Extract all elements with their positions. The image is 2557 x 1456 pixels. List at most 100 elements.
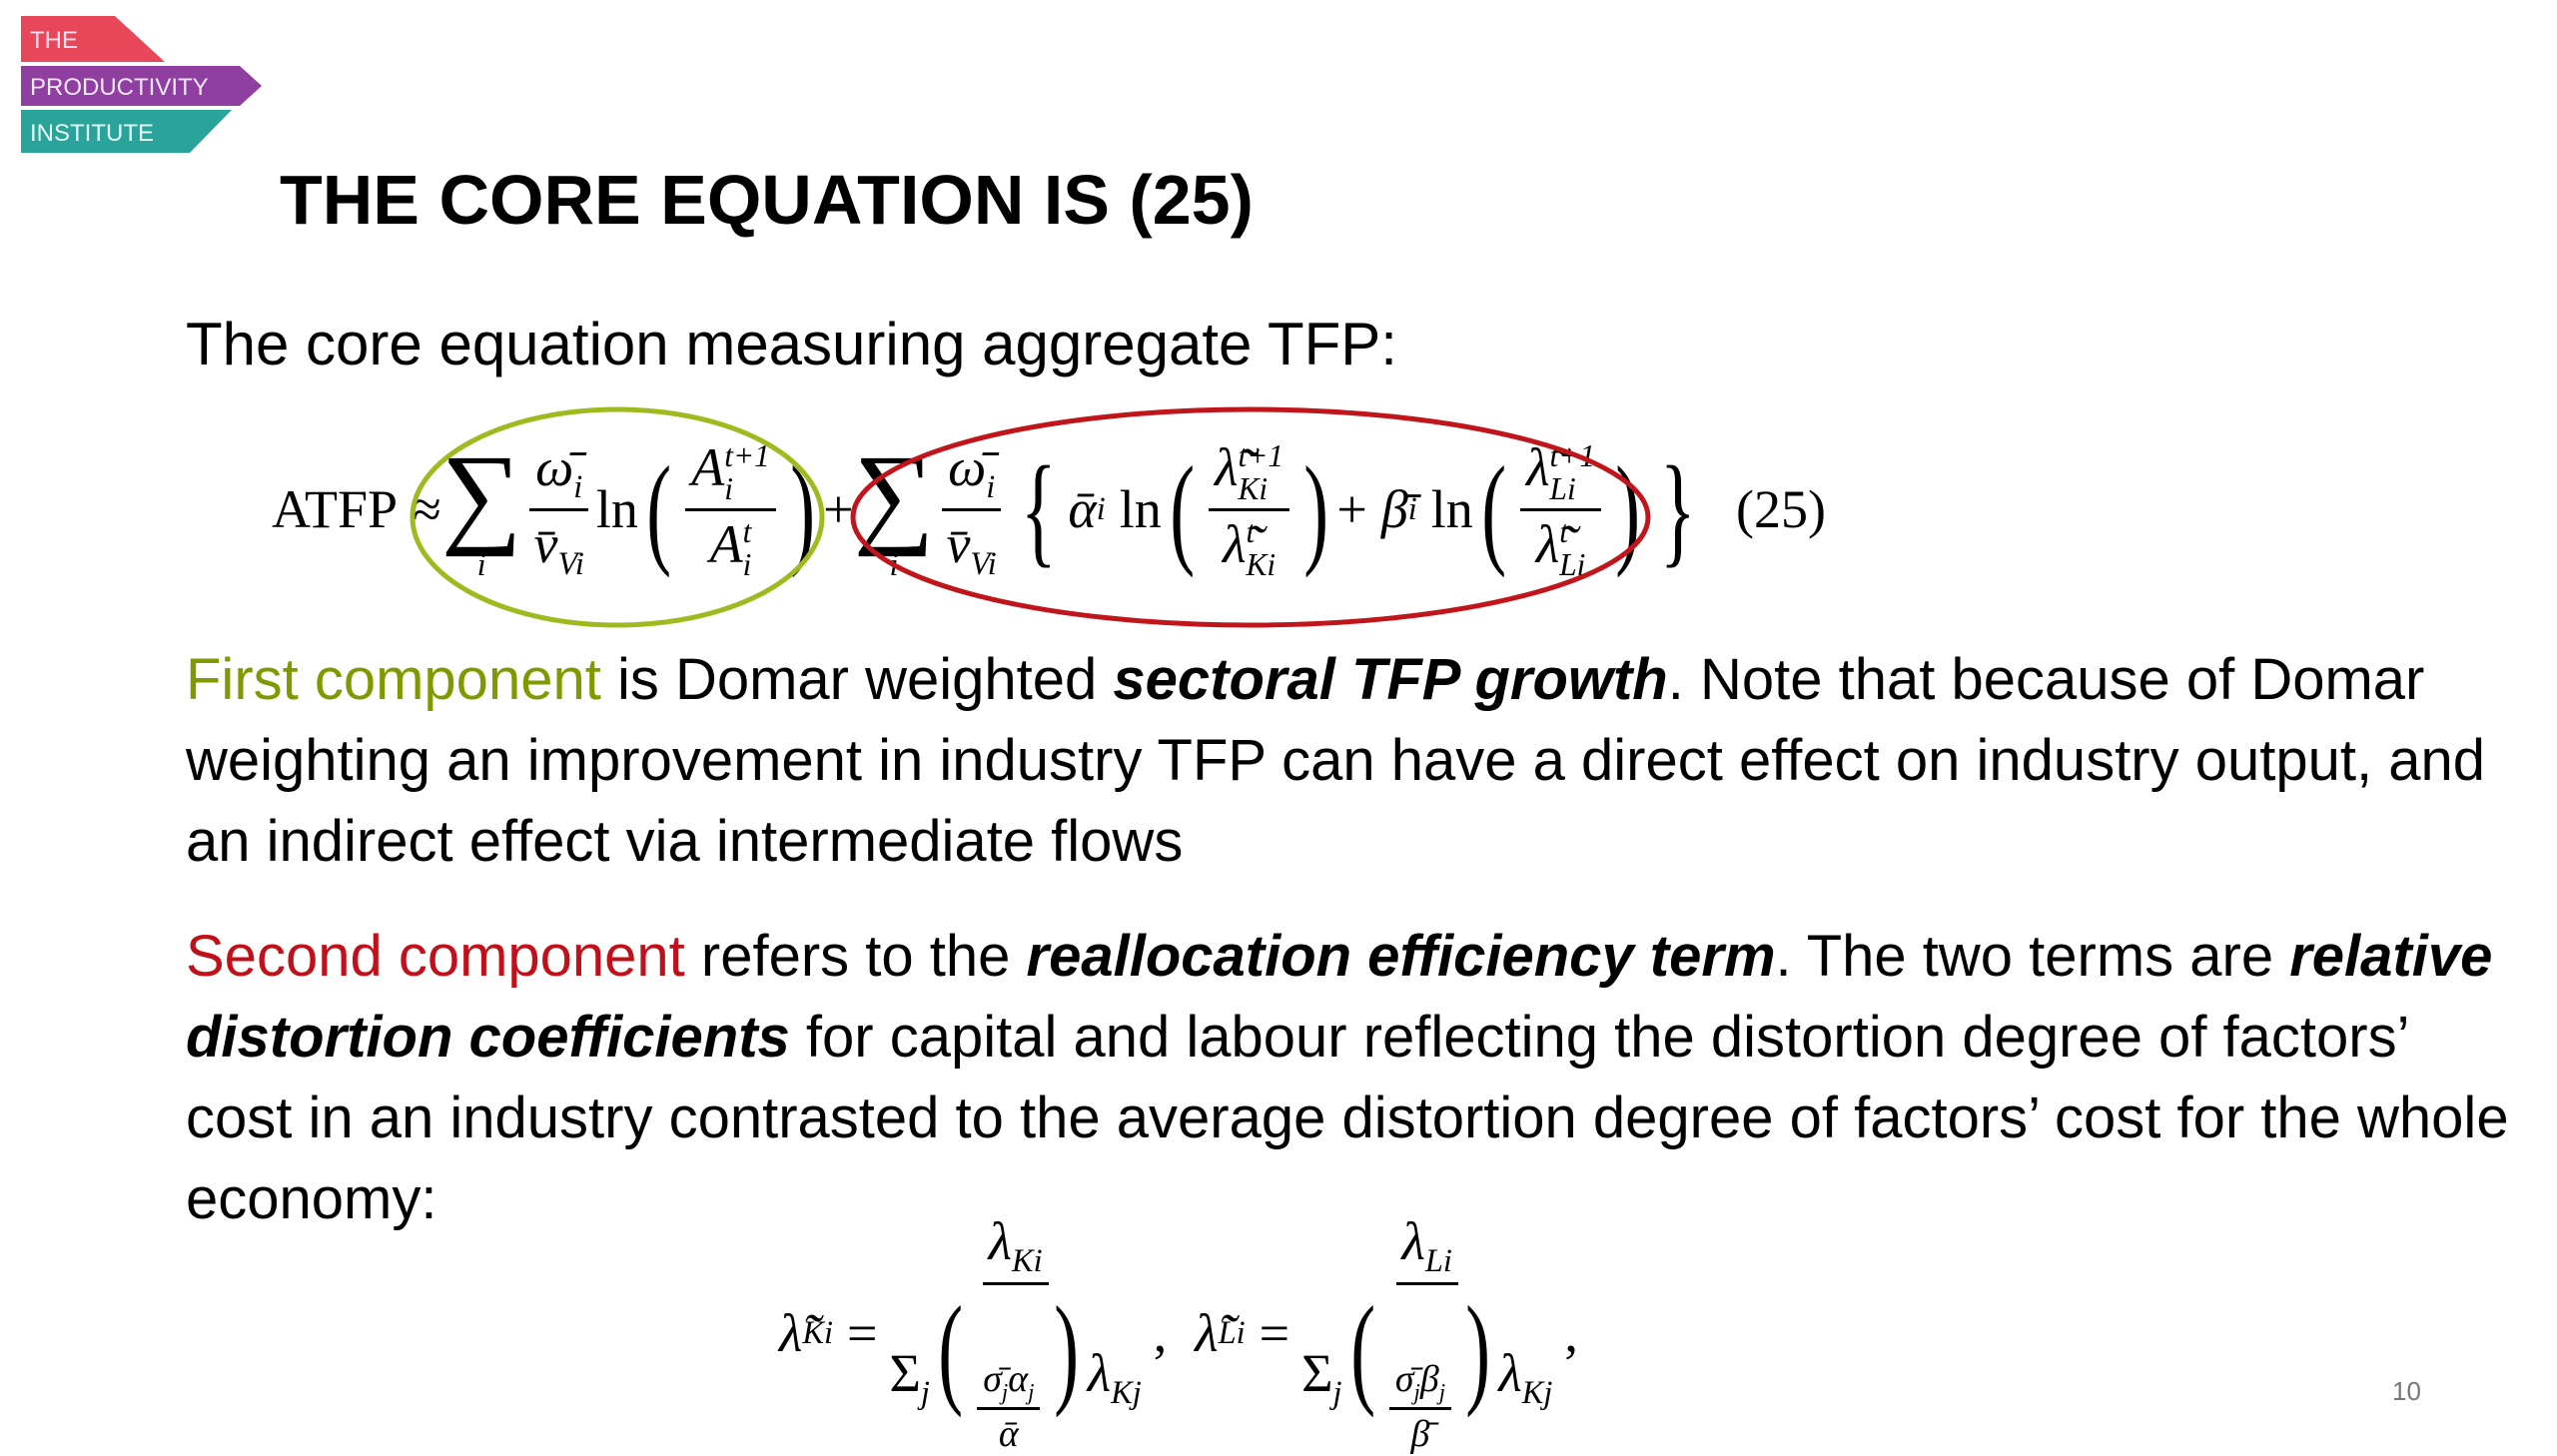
text: v̄ [946,513,971,574]
text: t+1 [1238,437,1284,473]
logo-text: PRODUCTIVITY [30,74,209,101]
logo: THE PRODUCTIVITY INSTITUTE [21,16,262,153]
group: σ̄jαj [977,1357,1041,1411]
text: ATFP [272,479,399,539]
text: σ̄ [1394,1357,1414,1400]
text: . The two terms are [1775,924,2290,989]
page-number: 10 [2392,1376,2421,1406]
intro-text: The core equation measuring aggregate TF… [186,311,1397,377]
text: Ki [1238,470,1269,506]
group: λKi [982,1210,1049,1285]
logo-band-red [21,16,165,62]
text: i [476,547,486,584]
group: λ̃ t Ki [1217,511,1281,582]
text: Ki [802,1314,833,1351]
text: λ̃ [1526,437,1550,498]
group: ω̄i [942,436,1002,511]
group: t Ki [1246,514,1277,583]
group: Σj(σ̄jβj β̄) λKj [1295,1285,1558,1456]
logo-text: INSTITUTE [30,120,154,147]
text: j [1001,1379,1009,1405]
text: λ [1087,1342,1112,1403]
text: ) [1615,439,1641,578]
paragraph: Second component refers to the reallocat… [186,916,2523,1239]
text: = [1259,1303,1290,1363]
text: + [1336,479,1367,539]
text: ) [1303,439,1329,578]
text: β [1419,1357,1439,1400]
group: ω̄i v̄Vi [940,436,1002,583]
text: Li [1549,470,1576,506]
text: i [573,468,583,505]
text: Σ [889,1342,921,1403]
text: First component [186,647,601,712]
text: i [724,470,733,506]
text: ( [938,1279,963,1418]
text: reallocation efficiency term [1026,924,1776,989]
text: Ki [1246,547,1277,583]
text: ln [1119,479,1162,539]
text: i [986,468,996,505]
group: λKi Σj(σ̄jαj ᾱ) λKj [883,1210,1147,1456]
logo-text: THE [30,27,78,54]
text: ᾱ [998,1413,1019,1456]
text: Kj [1111,1374,1142,1411]
group: λ̃ t+1 Ki λ̃ t Ki [1209,436,1290,582]
text: Vi [557,545,584,582]
text: Ki [1011,1242,1043,1279]
text: t [1246,514,1256,550]
text: j [1438,1379,1445,1405]
text: σ̄ [983,1357,1002,1400]
text: Second component [186,924,685,989]
text: λ [1498,1342,1522,1403]
text: t+1 [1549,437,1596,473]
text: { [1020,439,1057,578]
text: Li [1559,547,1586,583]
text: A [709,513,743,574]
logo-band-purple [21,66,262,106]
group: λ̃ t+1 Li [1520,436,1602,511]
equation-coefficients: λ̃ Ki = λKi Σj(σ̄jαj ᾱ) λKj , λ̃ Li = λLi Σj(σ… [779,1211,1578,1455]
text: ln [595,479,638,539]
text: is Domar weighted [600,647,1114,712]
paragraph: First component is Domar weighted sector… [186,639,2523,882]
text: refers to the [684,924,1027,989]
text: } [1660,439,1697,578]
text: relative distortion coefficients [186,924,2493,1070]
text: λ̃ [1223,513,1247,574]
group: σ̄jβj [1388,1357,1451,1411]
group: t Li [1559,515,1586,583]
group: λ̃ t+1 Li λ̃ t Li [1520,436,1602,582]
text: (25) [1736,479,1826,539]
text: ( [1170,439,1195,578]
text: ∑ [440,430,522,557]
text: , [1564,1303,1578,1363]
text: for capital and labour reflecting the di… [186,1005,2509,1231]
group: σ̄jαj ᾱ [977,1357,1041,1456]
text: λ [988,1210,1012,1271]
text: t+1 [724,437,770,473]
text: Li [1218,1314,1246,1351]
group: ∑ i [440,430,522,584]
text: ( [1349,1279,1375,1418]
group: λLi [1395,1210,1458,1285]
text: , [1153,1303,1168,1363]
text: α [1008,1357,1029,1400]
slide-title: THE CORE EQUATION IS (25) [280,161,1254,239]
group: t+1 Ki [1238,437,1284,506]
text: λ [1401,1210,1425,1271]
text: ω̄ [948,436,987,497]
group: v̄Vi [940,511,1002,583]
text: ( [1481,439,1506,578]
text: λ̃ [1195,1303,1219,1363]
group: λ̃ t Li [1530,511,1592,582]
text: λ̃ [1535,513,1560,574]
text: i [1096,490,1106,527]
text: Li [1424,1242,1452,1279]
